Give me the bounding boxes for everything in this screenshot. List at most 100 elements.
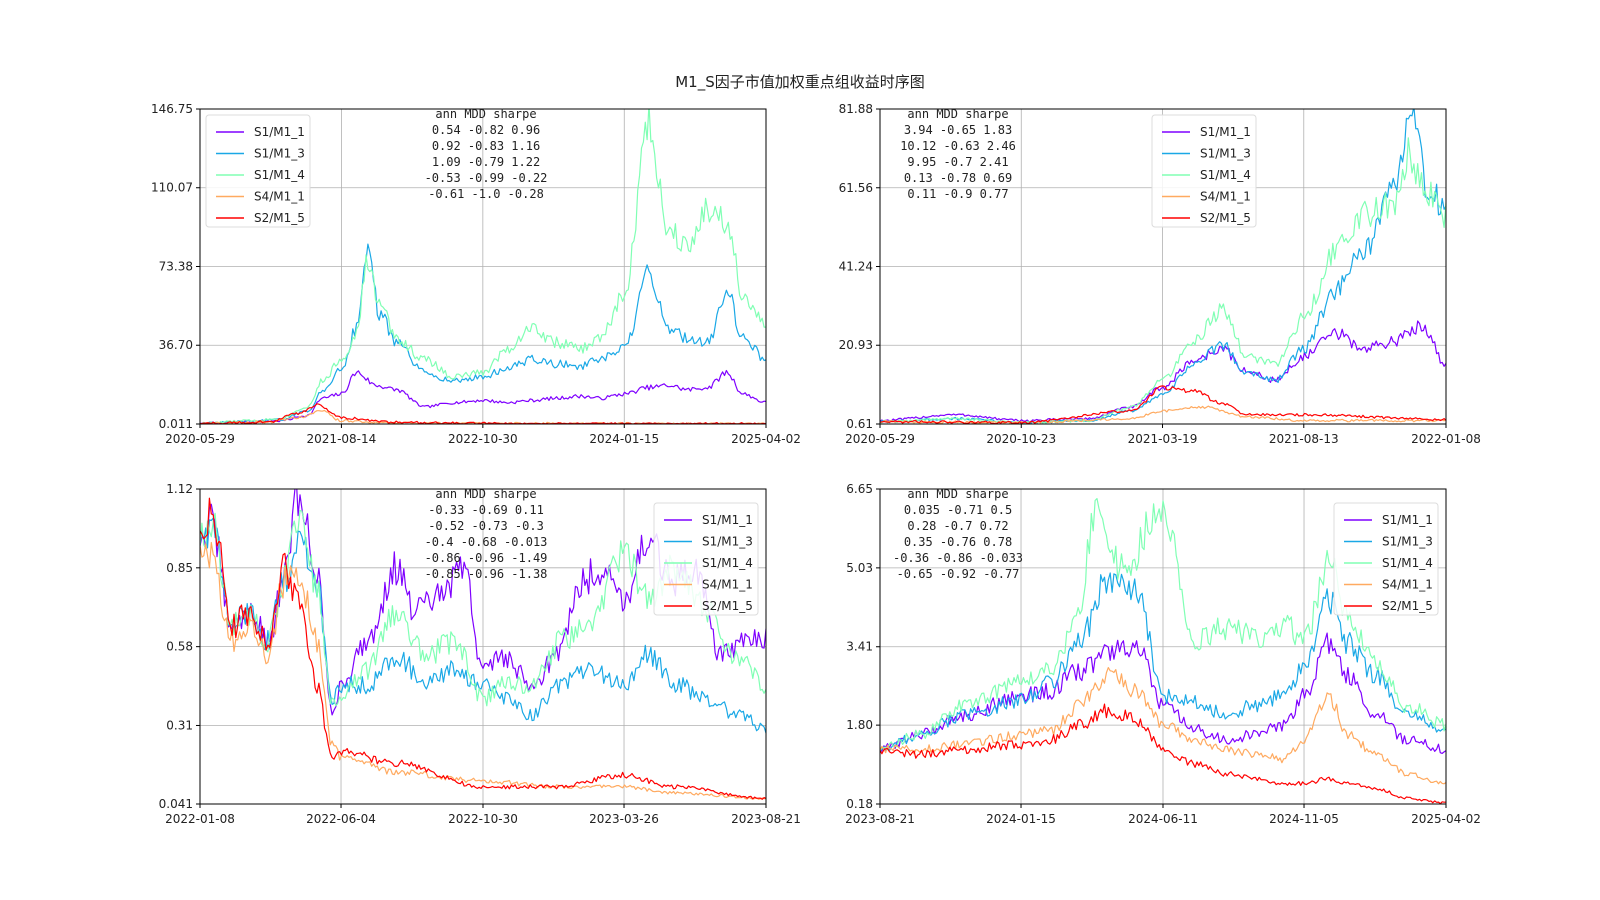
stats-header: ann MDD sharpe <box>907 107 1008 121</box>
x-tick-label: 2023-08-21 <box>731 812 801 826</box>
series-line-s1-m1_4 <box>200 109 766 424</box>
stats-header: ann MDD sharpe <box>907 487 1008 501</box>
legend-label: S2/M1_5 <box>1200 211 1251 225</box>
x-tick-label: 2023-08-21 <box>845 812 915 826</box>
x-tick-label: 2022-01-08 <box>1411 432 1481 446</box>
legend-label: S1/M1_1 <box>254 125 305 139</box>
legend-label: S1/M1_3 <box>254 147 305 161</box>
chart-panel-top-left: 2020-05-29 2021-08-14 2022-10-30 2024-01-15… <box>151 102 801 446</box>
y-tick-label: 0.011 <box>159 417 193 431</box>
series-line-s1-m1_3 <box>200 243 766 424</box>
y-tick-label: 41.24 <box>839 260 873 274</box>
x-tick-label: 2021-08-13 <box>1269 432 1339 446</box>
chart-panel-bottom-left: 2022-01-08 2022-06-04 2022-10-30 2023-03-26… <box>159 482 801 826</box>
series-line-s2-m1_5 <box>880 385 1446 424</box>
stats-row: -0.36 -0.86 -0.033 <box>893 551 1023 565</box>
x-tick-label: 2021-08-14 <box>307 432 377 446</box>
y-tick-label: 36.70 <box>159 338 193 352</box>
x-tick-label: 2024-01-15 <box>986 812 1056 826</box>
y-tick-label: 0.041 <box>159 797 193 811</box>
legend-label: S2/M1_5 <box>702 599 753 613</box>
stats-row: -0.85 -0.96 -1.38 <box>425 567 548 581</box>
series-line-s1-m1_4 <box>880 137 1446 424</box>
legend-label: S4/M1_1 <box>1200 190 1251 204</box>
stats-row: 0.11 -0.9 0.77 <box>907 187 1008 201</box>
x-tick-label: 2020-05-29 <box>845 432 915 446</box>
series-line-s2-m1_5 <box>200 497 766 800</box>
x-tick-label: 2024-11-05 <box>1269 812 1339 826</box>
stats-header: ann MDD sharpe <box>435 487 536 501</box>
y-tick-label: 110.07 <box>151 181 193 195</box>
series-line-s4-m1_1 <box>200 541 766 800</box>
y-tick-label: 146.75 <box>151 102 193 116</box>
x-tick-label: 2020-05-29 <box>165 432 235 446</box>
stats-row: -0.61 -1.0 -0.28 <box>428 187 544 201</box>
y-tick-label: 1.80 <box>846 718 873 732</box>
legend: S1/M1_1 S1/M1_3 S1/M1_4 S4/M1_1 S2/M1_5 <box>205 114 311 228</box>
stats-row: -0.52 -0.73 -0.3 <box>428 519 544 533</box>
series-line-s1-m1_1 <box>880 632 1446 755</box>
stats-row: 0.13 -0.78 0.69 <box>904 171 1012 185</box>
series-group <box>880 109 1446 424</box>
y-tick-label: 73.38 <box>159 260 193 274</box>
legend-label: S4/M1_1 <box>254 190 305 204</box>
series-line-s1-m1_1 <box>880 320 1446 423</box>
series-line-s1-m1_1 <box>200 369 766 424</box>
legend-label: S1/M1_4 <box>1382 556 1433 570</box>
series-line-s1-m1_4 <box>880 498 1446 752</box>
series-line-s1-m1_3 <box>880 109 1446 424</box>
legend-label: S2/M1_5 <box>1382 599 1433 613</box>
x-tick-label: 2023-03-26 <box>589 812 659 826</box>
x-tick-label: 2022-06-04 <box>306 812 376 826</box>
y-tick-label: 20.93 <box>839 338 873 352</box>
legend-label: S1/M1_4 <box>254 168 305 182</box>
y-tick-label: 5.03 <box>846 561 873 575</box>
stats-row: 0.92 -0.83 1.16 <box>432 139 540 153</box>
x-tick-label: 2022-01-08 <box>165 812 235 826</box>
stats-row: 10.12 -0.63 2.46 <box>900 139 1016 153</box>
x-tick-label: 2020-10-23 <box>986 432 1056 446</box>
chart-panel-top-right: 2020-05-29 2020-10-23 2021-03-19 2021-08-13… <box>839 102 1481 446</box>
legend-label: S1/M1_4 <box>1200 168 1251 182</box>
series-line-s1-m1_3 <box>880 572 1446 753</box>
stats-row: -0.33 -0.69 0.11 <box>428 503 544 517</box>
x-tick-label: 2022-10-30 <box>448 432 518 446</box>
series-line-s4-m1_1 <box>880 666 1446 785</box>
legend-frame <box>1333 502 1439 616</box>
stats-row: -0.86 -0.96 -1.49 <box>425 551 548 565</box>
y-tick-label: 61.56 <box>839 181 873 195</box>
legend-label: S1/M1_1 <box>1200 125 1251 139</box>
legend-label: S2/M1_5 <box>254 211 305 225</box>
legend: S1/M1_1 S1/M1_3 S1/M1_4 S4/M1_1 S2/M1_5 <box>1151 114 1257 228</box>
x-tick-label: 2022-10-30 <box>448 812 518 826</box>
stats-row: -0.65 -0.92 -0.77 <box>897 567 1020 581</box>
legend: S1/M1_1 S1/M1_3 S1/M1_4 S4/M1_1 S2/M1_5 <box>1333 502 1439 616</box>
chart-panel-bottom-right: 2023-08-21 2024-01-15 2024-06-11 2024-11-05… <box>845 482 1481 826</box>
stats-row: 0.035 -0.71 0.5 <box>904 503 1012 517</box>
x-tick-label: 2025-04-02 <box>1411 812 1481 826</box>
series-group <box>200 109 766 424</box>
y-tick-label: 6.65 <box>846 482 873 496</box>
series-group <box>880 498 1446 804</box>
stats-row: 0.35 -0.76 0.78 <box>904 535 1012 549</box>
panels: 2020-05-29 2021-08-14 2022-10-30 2024-01-15… <box>151 102 1481 826</box>
stats-row: -0.4 -0.68 -0.013 <box>425 535 548 549</box>
legend-label: S1/M1_4 <box>702 556 753 570</box>
legend: S1/M1_1 S1/M1_3 S1/M1_4 S4/M1_1 S2/M1_5 <box>653 502 759 616</box>
legend-label: S1/M1_1 <box>1382 513 1433 527</box>
y-tick-label: 81.88 <box>839 102 873 116</box>
stats-row: 0.54 -0.82 0.96 <box>432 123 540 137</box>
legend-frame <box>653 502 759 616</box>
x-tick-label: 2025-04-02 <box>731 432 801 446</box>
legend-label: S1/M1_3 <box>1382 535 1433 549</box>
legend-label: S4/M1_1 <box>1382 578 1433 592</box>
legend-frame <box>1151 114 1257 228</box>
legend-label: S4/M1_1 <box>702 578 753 592</box>
stats-row: 3.94 -0.65 1.83 <box>904 123 1012 137</box>
legend-label: S1/M1_1 <box>702 513 753 527</box>
stats-row: 0.28 -0.7 0.72 <box>907 519 1008 533</box>
series-line-s4-m1_1 <box>880 405 1446 424</box>
stats-row: 1.09 -0.79 1.22 <box>432 155 540 169</box>
legend-label: S1/M1_3 <box>702 535 753 549</box>
